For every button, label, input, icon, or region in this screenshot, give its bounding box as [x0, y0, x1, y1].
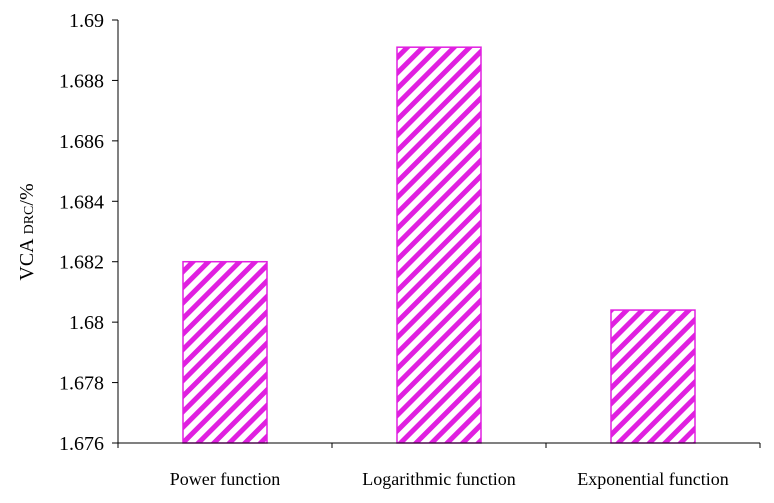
axes-group [117, 20, 761, 448]
bar-exponential-function [610, 309, 696, 444]
y-axis-title-subscript: DRC [22, 206, 37, 235]
y-tick-label: 1.686 [59, 131, 104, 153]
y-axis-title: VCA DRC/% [16, 183, 38, 280]
y-tick-label: 1.682 [59, 252, 104, 274]
y-tick-label: 1.69 [69, 10, 104, 32]
x-category-label: Exponential function [577, 469, 728, 489]
x-category-label: Power function [170, 469, 280, 489]
y-tick-label: 1.688 [59, 70, 104, 92]
bar-power-function [182, 260, 268, 444]
x-category-label: Logarithmic function [362, 469, 515, 489]
bars-group [182, 46, 696, 444]
bar-logarithmic-function [396, 46, 482, 444]
y-axis-title-main: VCA [16, 238, 38, 281]
y-tick-label: 1.676 [59, 433, 104, 455]
y-tick-label: 1.68 [69, 312, 104, 334]
y-tick-label: 1.684 [59, 191, 104, 213]
x-labels-group: Power function Logarithmic function Expone… [170, 469, 729, 489]
y-tick-label: 1.678 [59, 373, 104, 395]
y-axis-title-suffix: /% [16, 183, 38, 205]
y-ticks-group: 1.676 1.678 1.68 1.682 1.684 1.686 1.688 1.69 [59, 10, 118, 455]
